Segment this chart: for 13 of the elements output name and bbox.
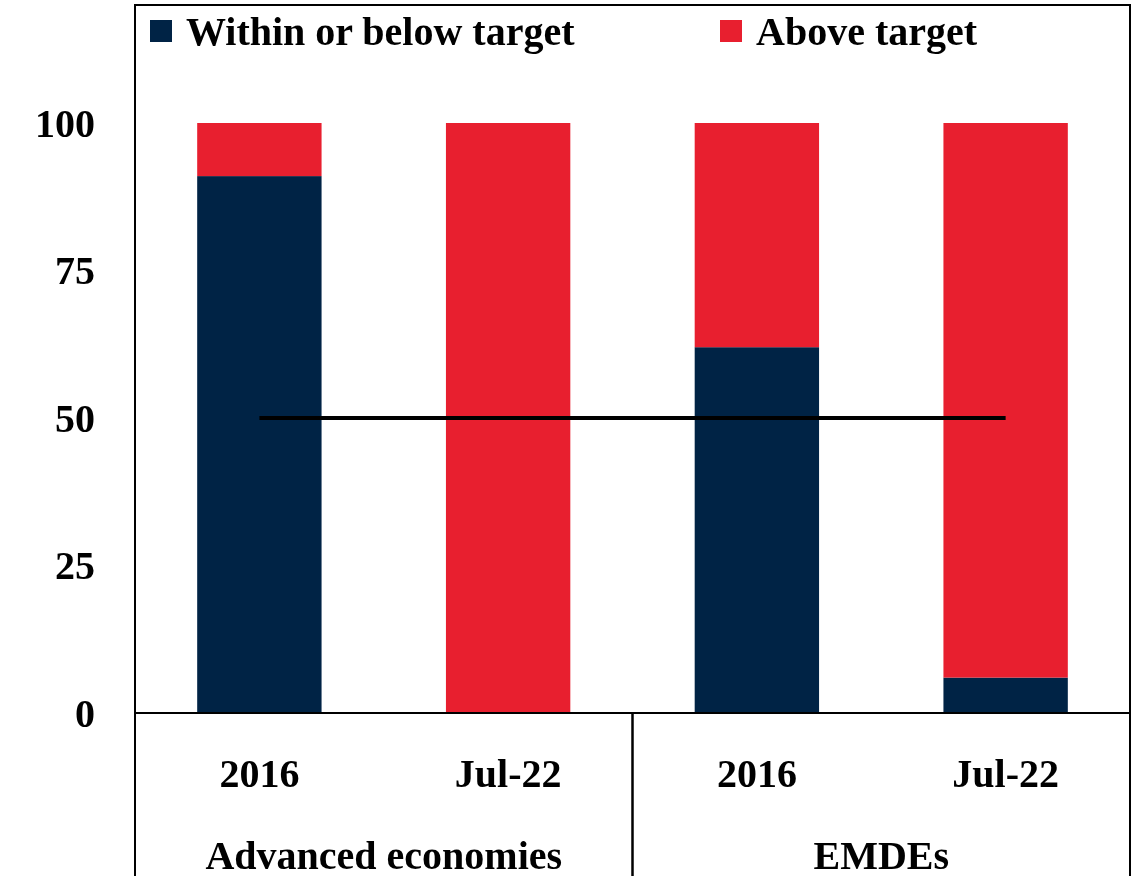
text: Advanced economies — [205, 832, 563, 876]
x-tick-label: 2016 — [219, 750, 300, 796]
x-tick-label: 2016 — [716, 750, 797, 796]
x-tick-label: Jul-22 — [952, 750, 1059, 796]
y-tick-label: 75 — [55, 248, 95, 293]
y-tick-label: 100 — [35, 100, 95, 146]
y-tick-label: 25 — [55, 543, 95, 588]
y-tick-label: 50 — [55, 395, 95, 441]
y-tick-label: 0 — [75, 690, 95, 736]
legend-label: Above target — [756, 8, 978, 54]
x-tick-label: Jul-22 — [454, 750, 562, 796]
legend-label: Within or below target — [186, 8, 576, 54]
text: EMDEs — [813, 832, 950, 876]
